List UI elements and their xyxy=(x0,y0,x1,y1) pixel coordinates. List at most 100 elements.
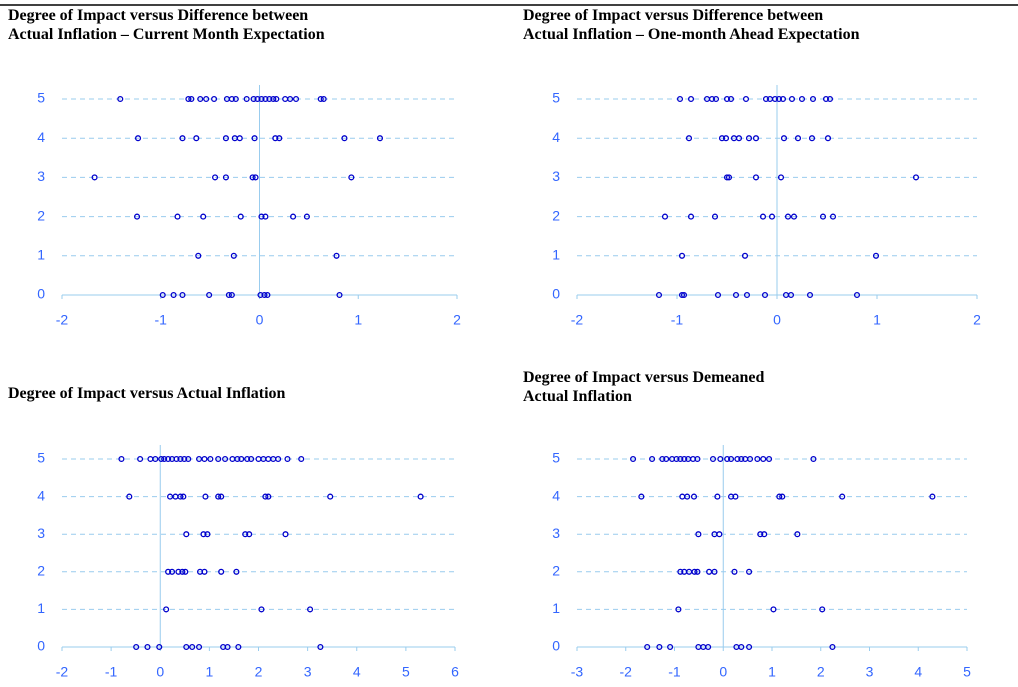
point xyxy=(752,174,760,181)
point xyxy=(238,455,245,463)
point xyxy=(709,455,717,463)
point xyxy=(727,95,735,103)
point xyxy=(185,455,192,463)
point xyxy=(287,95,294,103)
point xyxy=(716,531,723,538)
y-tick-label: 5 xyxy=(552,90,560,106)
y-tick-label: 5 xyxy=(552,450,560,466)
y-tick-label: 4 xyxy=(37,487,45,503)
point xyxy=(249,174,256,181)
point xyxy=(201,455,208,463)
y-tick-label: 0 xyxy=(552,286,560,302)
point xyxy=(200,213,207,220)
point xyxy=(266,95,273,103)
point xyxy=(723,174,731,181)
point xyxy=(731,568,738,575)
y-tick-label: 2 xyxy=(37,207,45,223)
point xyxy=(677,455,684,463)
x-tick-label: 2 xyxy=(817,664,825,680)
x-tick-label: -1 xyxy=(671,312,684,328)
point xyxy=(694,568,701,575)
point xyxy=(677,568,684,575)
point xyxy=(760,455,767,463)
chart-title: Actual Inflation – Current Month Expecta… xyxy=(8,26,325,43)
x-tick-label: -2 xyxy=(56,664,69,680)
chart-title: Actual Inflation – One-month Ahead Expec… xyxy=(523,26,860,43)
point xyxy=(829,643,836,651)
point xyxy=(735,135,743,142)
point xyxy=(327,493,334,500)
point xyxy=(684,493,691,500)
point xyxy=(161,455,168,463)
point xyxy=(126,493,133,500)
x-tick-label: -1 xyxy=(155,312,168,328)
point xyxy=(711,213,719,220)
point xyxy=(165,568,172,575)
point xyxy=(251,135,258,142)
point xyxy=(215,493,222,500)
point xyxy=(714,493,721,500)
point xyxy=(752,135,760,142)
point xyxy=(244,455,251,463)
y-tick-label: 1 xyxy=(37,600,45,616)
point xyxy=(678,291,686,299)
point xyxy=(690,493,698,500)
point xyxy=(766,455,773,463)
point xyxy=(222,455,229,463)
point xyxy=(248,455,255,463)
point xyxy=(262,95,269,103)
point xyxy=(91,174,98,181)
point xyxy=(201,568,208,575)
point xyxy=(798,95,806,103)
x-tick-label: 4 xyxy=(914,664,922,680)
point xyxy=(712,95,720,103)
point xyxy=(809,95,817,103)
point xyxy=(228,95,235,103)
x-tick-label: -2 xyxy=(620,664,633,680)
x-tick-label: -3 xyxy=(571,664,584,680)
point xyxy=(189,643,196,651)
point xyxy=(336,291,343,299)
x-tick-label: 5 xyxy=(963,664,971,680)
point xyxy=(282,531,289,538)
point xyxy=(243,95,250,103)
y-tick-label: 1 xyxy=(37,247,45,263)
point xyxy=(754,455,761,463)
y-tick-label: 2 xyxy=(552,563,560,579)
point xyxy=(810,455,817,463)
chart-title: Degree of Impact versus Demeaned xyxy=(523,369,765,386)
point xyxy=(317,95,324,103)
point xyxy=(727,455,735,463)
point xyxy=(195,252,202,259)
y-tick-label: 2 xyxy=(37,563,45,579)
point xyxy=(747,455,754,463)
point xyxy=(170,291,177,299)
point xyxy=(197,95,204,103)
point xyxy=(193,135,200,142)
point xyxy=(234,455,241,463)
chart-title: Degree of Impact versus Difference betwe… xyxy=(523,7,823,24)
point xyxy=(320,95,327,103)
point xyxy=(687,213,695,220)
point xyxy=(806,291,814,299)
point xyxy=(348,174,355,181)
point xyxy=(734,455,741,463)
point xyxy=(250,95,257,103)
point xyxy=(768,213,776,220)
point xyxy=(202,493,209,500)
point xyxy=(218,568,225,575)
point xyxy=(254,95,261,103)
point xyxy=(694,455,701,463)
point xyxy=(144,643,151,651)
point xyxy=(168,568,176,575)
point xyxy=(723,95,731,103)
point xyxy=(742,95,750,103)
point xyxy=(222,135,229,142)
point xyxy=(211,95,218,103)
point xyxy=(638,493,645,500)
point xyxy=(235,643,242,651)
point xyxy=(663,455,670,463)
chart-title: Degree of Impact versus Difference betwe… xyxy=(8,7,308,24)
y-tick-label: 4 xyxy=(552,129,560,145)
point xyxy=(759,213,767,220)
